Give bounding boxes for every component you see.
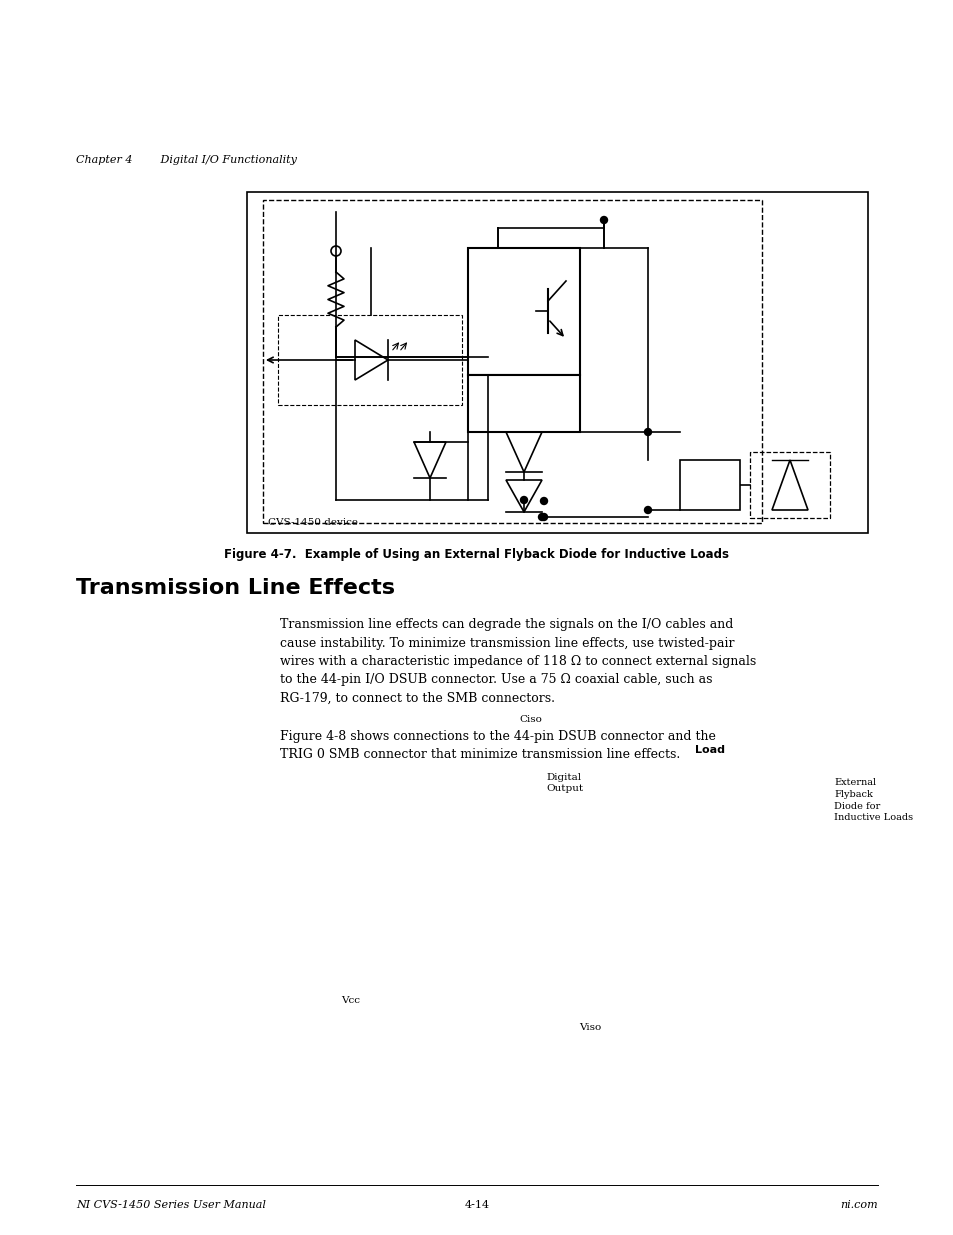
Bar [468, 248, 579, 375]
Text: Figure 4-8 shows connections to the 44-pin DSUB connector and the
TRIG 0 SMB con: Figure 4-8 shows connections to the 44-p… [280, 730, 715, 762]
Bar [247, 191, 867, 534]
Bar [468, 375, 579, 432]
Text: Figure 4-7.  Example of Using an External Flyback Diode for Inductive Loads: Figure 4-7. Example of Using an External… [224, 548, 729, 561]
Text: External
Flyback
Diode for
Inductive Loads: External Flyback Diode for Inductive Loa… [833, 778, 912, 823]
Text: ni.com: ni.com [840, 1200, 877, 1210]
Circle shape [644, 429, 651, 436]
Text: CVS-1450 device: CVS-1450 device [268, 517, 357, 527]
Circle shape [537, 514, 545, 520]
Text: Load: Load [695, 745, 724, 755]
Bar [679, 459, 740, 510]
Circle shape [644, 506, 651, 514]
Text: Ciso: Ciso [518, 715, 541, 724]
Text: 4-14: 4-14 [464, 1200, 489, 1210]
Text: Transmission Line Effects: Transmission Line Effects [76, 578, 395, 598]
Text: Chapter 4        Digital I/O Functionality: Chapter 4 Digital I/O Functionality [76, 156, 296, 165]
Text: Digital
Output: Digital Output [545, 773, 582, 793]
Circle shape [540, 514, 547, 520]
Bar [749, 452, 829, 517]
Bar [263, 200, 761, 522]
Bar [277, 315, 461, 405]
Circle shape [520, 496, 527, 504]
Text: Vcc: Vcc [340, 995, 359, 1005]
Text: Transmission line effects can degrade the signals on the I/O cables and
cause in: Transmission line effects can degrade th… [280, 618, 756, 705]
Circle shape [540, 498, 547, 505]
Text: NI CVS-1450 Series User Manual: NI CVS-1450 Series User Manual [76, 1200, 266, 1210]
Text: Viso: Viso [578, 1023, 600, 1032]
Circle shape [599, 216, 607, 224]
